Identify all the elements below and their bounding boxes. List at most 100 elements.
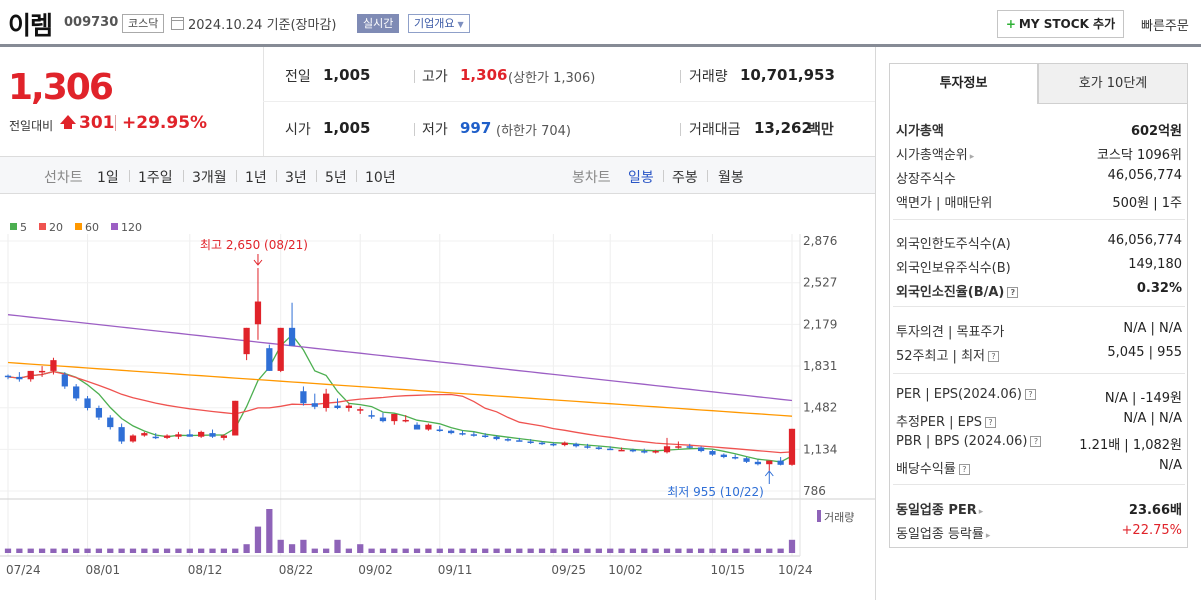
candle: [289, 328, 295, 346]
invest-info-key: 시가총액순위 ▸: [896, 144, 974, 163]
candle: [664, 446, 670, 452]
price-chart[interactable]: 2,876 2,527 2,179 1,831 1,482 1,134 786 5 20 60 12…: [0, 194, 875, 600]
current-price: 1,306: [8, 67, 112, 108]
invest-info-value: 46,056,774: [1108, 233, 1182, 248]
volume-bar: [743, 549, 749, 553]
chart-right-border: [875, 47, 876, 600]
tab-weekly[interactable]: 주봉: [672, 167, 698, 187]
invest-info-row: PBR | BPS (2024.06)? 1.21배 | 1,082원: [896, 431, 1182, 453]
candle: [607, 449, 613, 451]
candle: [630, 450, 636, 452]
tab-1y[interactable]: 1년: [245, 167, 267, 187]
candle: [471, 434, 477, 436]
invest-info-key: 외국인보유주식수(B): [896, 257, 1011, 276]
volume-bar: [50, 549, 56, 553]
candle: [164, 435, 170, 437]
candle: [573, 444, 579, 446]
x-tick-label: 09/11: [438, 563, 473, 577]
ma-legend-swatch: [10, 223, 17, 230]
tab-daily[interactable]: 일봉: [628, 167, 654, 187]
invest-info-value: 602억원: [1131, 120, 1182, 139]
help-icon[interactable]: ?: [985, 417, 996, 428]
volume-bar: [414, 549, 420, 553]
amount-unit: 백만: [808, 119, 834, 139]
candle: [221, 435, 227, 437]
candle: [698, 447, 704, 451]
tab-5y[interactable]: 5년: [325, 167, 347, 187]
candle: [391, 414, 397, 421]
tab-1w[interactable]: 1주일: [138, 167, 173, 187]
company-overview-dropdown[interactable]: 기업개요 ▼: [408, 14, 470, 33]
ma-line-5: [8, 335, 792, 462]
volume-bar: [641, 549, 647, 553]
quick-order-button[interactable]: 빠른주문: [1141, 15, 1189, 34]
volume-bar: [357, 544, 363, 553]
tab-1d[interactable]: 1일: [97, 167, 119, 187]
candle: [175, 434, 181, 436]
x-tick-label: 10/24: [778, 563, 813, 577]
volume-bar: [505, 549, 511, 553]
chevron-right-icon: ▸: [986, 531, 991, 541]
volume-bar: [289, 544, 295, 553]
tab-sep: [316, 170, 317, 182]
high-arrow-icon: [254, 254, 262, 265]
candle: [641, 451, 647, 453]
volume-bar: [346, 549, 352, 553]
invest-info-row: 추정PER | EPS? N/A | N/A: [896, 408, 1182, 430]
add-my-stock-button[interactable]: + MY STOCK 추가: [997, 10, 1124, 38]
invest-info-row[interactable]: 동일업종 등락률 ▸ +22.75%: [896, 520, 1182, 542]
invest-info-row[interactable]: 시가총액순위 ▸ 코스닥 1096위: [896, 141, 1182, 163]
invest-info-key: 외국인한도주식수(A): [896, 233, 1011, 252]
tab-3m[interactable]: 3개월: [192, 167, 227, 187]
ma-line-120: [8, 315, 792, 401]
quote-sep: [680, 70, 681, 83]
quote-sep: [414, 123, 415, 136]
candle: [539, 443, 545, 445]
candle: [39, 371, 45, 373]
high-value: 1,306: [460, 66, 507, 84]
candle: [721, 455, 727, 457]
invest-info-key: 동일업종 등락률 ▸: [896, 523, 990, 542]
invest-info-value: N/A | N/A: [1123, 411, 1182, 426]
change-value: 301: [79, 113, 115, 133]
candle: [334, 406, 340, 408]
help-icon[interactable]: ?: [1025, 389, 1036, 400]
candle: [732, 457, 738, 459]
candle: [766, 461, 772, 465]
invest-info-key: 시가총액: [896, 120, 944, 139]
help-icon[interactable]: ?: [988, 351, 999, 362]
volume-bar: [573, 549, 579, 553]
realtime-button[interactable]: 실시간: [357, 14, 399, 33]
volume-bar: [550, 549, 556, 553]
invest-info-row: 상장주식수 46,056,774: [896, 165, 1182, 187]
candle: [312, 403, 318, 407]
tab-monthly[interactable]: 월봉: [718, 167, 744, 187]
x-tick-label: 09/25: [551, 563, 586, 577]
volume-bar: [243, 544, 249, 553]
invest-info-key: 외국인소진율(B/A)?: [896, 281, 1018, 300]
volume-bar: [5, 549, 11, 553]
help-icon[interactable]: ?: [1007, 287, 1018, 298]
candle: [323, 394, 329, 408]
candle: [255, 302, 261, 325]
tab-3y[interactable]: 3년: [285, 167, 307, 187]
ma-legend-swatch: [39, 223, 46, 230]
candle: [425, 425, 431, 430]
tab-10y[interactable]: 10년: [365, 167, 396, 187]
volume-bar: [323, 549, 329, 553]
tab-invest-info[interactable]: 투자정보: [889, 63, 1038, 104]
volume-legend-swatch: [817, 510, 821, 522]
invest-info-key: 투자의견 | 목표주가: [896, 321, 1004, 340]
help-icon[interactable]: ?: [1030, 436, 1041, 447]
up-arrow-icon: [60, 115, 76, 124]
stock-header: 이렘 009730 코스닥 2024.10.24 기준(장마감) 실시간 기업개…: [0, 0, 1201, 46]
candle: [550, 444, 556, 446]
x-tick-label: 07/24: [6, 563, 41, 577]
help-icon[interactable]: ?: [959, 464, 970, 475]
invest-info-row[interactable]: 동일업종 PER ▸ 23.66배: [896, 496, 1182, 518]
volume-bar: [789, 540, 795, 553]
candle: [266, 348, 272, 371]
tab-orderbook[interactable]: 호가 10단계: [1038, 63, 1188, 104]
upper-limit: (상한가 1,306): [508, 67, 595, 86]
candle: [709, 451, 715, 455]
